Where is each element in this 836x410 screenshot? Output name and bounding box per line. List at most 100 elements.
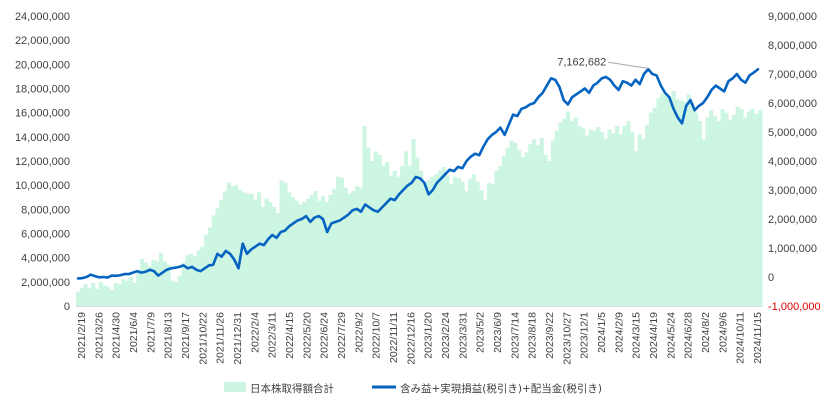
right-tick-label: 4,000,000 xyxy=(768,156,817,168)
bar xyxy=(366,147,371,306)
bar xyxy=(253,199,258,306)
bar xyxy=(287,192,292,306)
x-tick-label: 2021/3/26 xyxy=(93,312,105,359)
bar xyxy=(509,140,514,306)
bar xyxy=(162,261,167,306)
bar xyxy=(294,200,299,307)
x-tick-label: 2023/12/1 xyxy=(579,312,591,359)
bar xyxy=(411,139,416,306)
bar xyxy=(305,198,311,306)
bar xyxy=(106,286,111,306)
bar xyxy=(697,121,703,307)
bar xyxy=(505,147,510,306)
bar xyxy=(196,250,201,306)
bar xyxy=(690,103,695,306)
bar xyxy=(633,151,639,306)
bar xyxy=(419,170,424,306)
bar xyxy=(441,167,446,306)
bar xyxy=(313,191,318,306)
x-tick-label: 2023/10/27 xyxy=(561,312,573,365)
bar xyxy=(388,175,394,306)
bar xyxy=(682,101,688,306)
bar xyxy=(370,161,375,306)
bar xyxy=(464,191,469,306)
bar xyxy=(339,177,345,306)
x-tick-label: 2024/3/15 xyxy=(631,312,643,359)
bar xyxy=(445,175,450,306)
bar xyxy=(392,170,397,306)
bar xyxy=(490,183,495,306)
bar xyxy=(324,202,329,306)
bar xyxy=(716,121,721,307)
x-axis: 2021/2/19 2021/3/26 2021/4/30 2021/6/4 2021/… xyxy=(76,306,764,365)
bar xyxy=(302,202,307,306)
right-axis: -1,000,000 0 1,000,000 2,000,000 3,000,000 4,… xyxy=(768,11,821,313)
right-tick-label: 0 xyxy=(768,272,774,284)
bar xyxy=(528,144,533,306)
bar xyxy=(226,182,231,306)
bars-layer xyxy=(76,90,763,307)
bar xyxy=(321,196,326,306)
bar xyxy=(554,130,559,306)
bar xyxy=(573,117,578,306)
bar xyxy=(407,165,412,306)
left-tick-label: 18,000,000 xyxy=(15,84,70,96)
legend[interactable]: 日本株取得額合計 含み益+実現損益(税引き)+配当金(税引き) xyxy=(224,382,602,395)
bar xyxy=(562,118,567,307)
bar xyxy=(569,121,574,307)
x-tick-label: 2022/11/11 xyxy=(388,312,400,363)
bar xyxy=(132,283,137,306)
bar xyxy=(596,127,601,306)
bar xyxy=(362,125,367,307)
bar xyxy=(200,246,205,306)
bar xyxy=(76,291,81,306)
bar xyxy=(83,284,88,306)
bar xyxy=(426,180,431,306)
bar xyxy=(486,182,492,306)
legend-bar-label: 日本株取得額合計 xyxy=(250,382,334,395)
bar xyxy=(351,191,356,306)
bar xyxy=(177,275,182,306)
bar xyxy=(151,260,156,306)
bar xyxy=(592,130,597,306)
x-tick-label: 2024/6/28 xyxy=(683,312,695,359)
bar xyxy=(456,177,461,306)
legend-line-label: 含み益+実現損益(税引き)+配当金(税引き) xyxy=(400,382,602,395)
bar xyxy=(347,193,352,307)
bar xyxy=(91,283,96,306)
bar xyxy=(117,284,122,306)
right-tick-label: 2,000,000 xyxy=(768,214,817,226)
bar xyxy=(332,188,337,306)
bar xyxy=(705,117,710,306)
right-tick-label: 1,000,000 xyxy=(768,243,817,255)
annotation-layer: 7,162,682 xyxy=(557,56,649,69)
x-tick-label: 2022/7/29 xyxy=(336,312,348,359)
bar xyxy=(524,152,529,306)
bar xyxy=(532,139,537,306)
bar xyxy=(648,112,654,306)
bar xyxy=(189,254,194,306)
x-tick-label: 2023/2/24 xyxy=(440,312,452,359)
bar xyxy=(264,198,269,306)
bar xyxy=(652,107,657,306)
x-tick-label: 2021/9/17 xyxy=(180,312,192,359)
bar xyxy=(599,132,605,306)
bar xyxy=(109,290,115,306)
bar xyxy=(185,255,190,306)
right-tick-label: 8,000,000 xyxy=(768,40,817,52)
bar xyxy=(98,281,103,306)
x-tick-label: 2021/8/13 xyxy=(163,312,175,359)
bar xyxy=(343,187,348,306)
bar xyxy=(94,289,100,306)
bar xyxy=(272,206,277,306)
bar xyxy=(622,125,627,307)
bar xyxy=(358,187,363,306)
bar xyxy=(192,256,198,306)
x-tick-label: 2021/6/4 xyxy=(128,312,140,353)
bar xyxy=(256,192,262,306)
annotation-leader-line xyxy=(608,61,649,69)
bar xyxy=(675,99,680,307)
x-tick-label: 2024/5/24 xyxy=(665,312,677,359)
bar xyxy=(679,100,684,306)
